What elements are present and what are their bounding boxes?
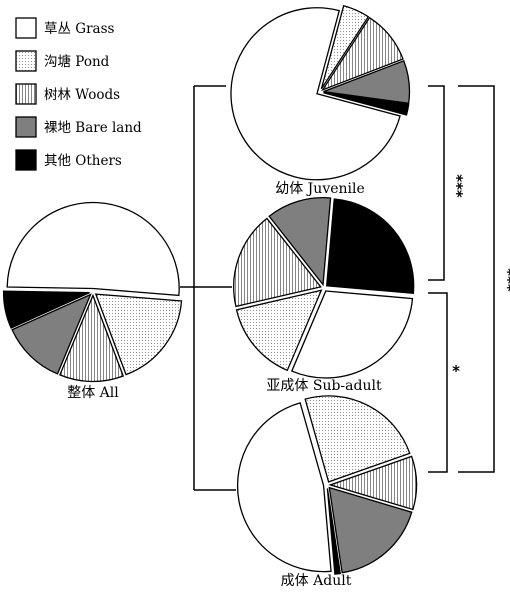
pie-title-adult: 成体 Adult bbox=[281, 573, 352, 589]
pie-slice-all-others bbox=[2, 290, 90, 329]
pie-title-subadult: 亚成体 Sub-adult bbox=[266, 378, 382, 394]
bracket-juvenile-subadult bbox=[428, 85, 445, 281]
legend-swatch-pond bbox=[15, 50, 37, 72]
pie-slice-juvenile-others bbox=[323, 92, 410, 116]
pie-slice-all-grass bbox=[6, 201, 180, 297]
pie-slice-juvenile-grass bbox=[230, 7, 401, 181]
sig-juvenile-adult: *** bbox=[499, 268, 510, 292]
legend-label-others: 其他 Others bbox=[44, 153, 122, 169]
pie-slice-subadult-grass bbox=[290, 290, 414, 379]
pie-slice-juvenile-woods bbox=[321, 16, 404, 92]
pie-slice-subadult-woods bbox=[233, 217, 322, 308]
pie-title-juvenile: 幼体 Juvenile bbox=[275, 181, 365, 197]
pie-slice-juvenile-pond bbox=[320, 4, 370, 90]
pie-slice-juvenile-bare bbox=[323, 59, 411, 105]
pie-slice-adult-woods bbox=[328, 455, 418, 511]
pie-subadult bbox=[233, 197, 415, 379]
sig-juvenile-subadult: *** bbox=[448, 174, 466, 198]
pie-title-all: 整体 All bbox=[67, 385, 119, 401]
pie-slice-adult-others bbox=[326, 488, 342, 575]
legend-swatch-others bbox=[15, 149, 37, 171]
sig-subadult-adult: * bbox=[452, 362, 460, 380]
pie-slice-subadult-bare bbox=[268, 197, 332, 287]
pie-slice-subadult-pond bbox=[235, 289, 323, 372]
legend-swatch-grass bbox=[15, 17, 37, 39]
bracket-subadult-adult bbox=[428, 292, 448, 473]
pie-all bbox=[2, 201, 183, 383]
pie-slice-all-bare bbox=[11, 293, 92, 375]
legend-label-bare: 裸地 Bare land bbox=[44, 120, 142, 136]
group-connector bbox=[180, 85, 236, 491]
pie-slice-adult-pond bbox=[304, 395, 411, 483]
pie-adult bbox=[237, 395, 418, 575]
bracket-juvenile-adult bbox=[458, 85, 495, 473]
pie-slice-adult-bare bbox=[328, 486, 413, 574]
legend-swatch-bare bbox=[15, 116, 37, 138]
pie-juvenile bbox=[230, 4, 411, 181]
pie-slice-all-woods bbox=[59, 293, 125, 383]
pie-slice-adult-grass bbox=[237, 402, 332, 573]
legend-label-grass: 草丛 Grass bbox=[44, 21, 115, 37]
legend: 草丛 Grass 沟塘 Pond 树林 Woods 裸地 Bare land 其… bbox=[15, 17, 142, 171]
legend-label-pond: 沟塘 Pond bbox=[44, 54, 110, 70]
significance-brackets bbox=[428, 85, 495, 473]
pie-slice-subadult-others bbox=[325, 198, 415, 295]
pie-slice-all-pond bbox=[94, 293, 183, 376]
legend-swatch-woods bbox=[15, 83, 37, 105]
legend-label-woods: 树林 Woods bbox=[44, 87, 120, 103]
